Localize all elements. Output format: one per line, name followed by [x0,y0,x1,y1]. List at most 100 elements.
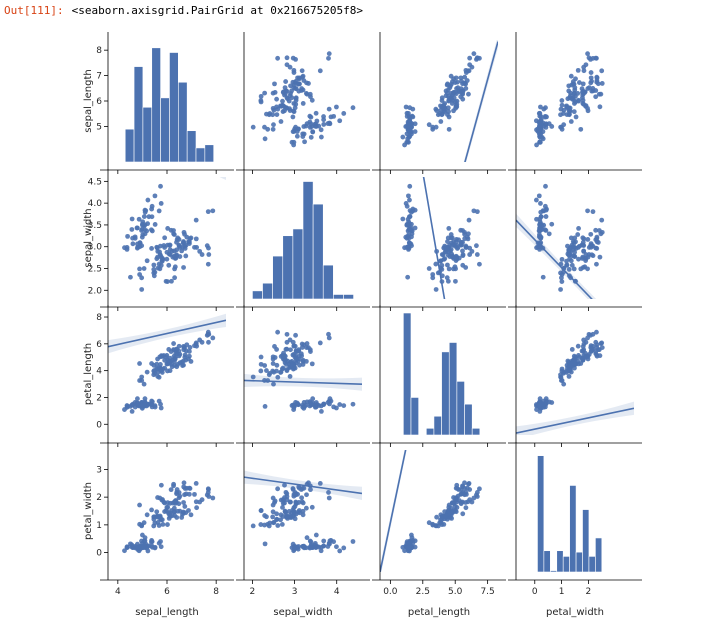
panel-petal_width-vs-petal_length: 0.0 2.5 5.0 7.5 [372,442,506,597]
scatter-point [412,544,418,550]
scatter-point [158,201,164,206]
scatter-point [151,368,157,374]
scatter-point [445,278,451,284]
scatter-point [140,545,146,551]
scatter-point [453,239,459,245]
y-tick-label: 3.5 [88,221,102,231]
scatter-point [135,225,140,231]
hist-bar [448,342,458,436]
scatter-point [458,88,464,94]
x-tick-label: 1 [559,587,565,597]
scatter-point [154,509,160,515]
scatter-point [594,261,599,267]
scatter-point [586,245,592,250]
scatter-point [586,55,592,61]
scatter-point [313,544,319,550]
scatter-point [160,256,165,261]
scatter-point [434,514,440,520]
scatter-point [258,508,264,513]
scatter-point [258,368,264,374]
scatter-point [477,486,482,492]
hist-bar [550,570,558,573]
scatter-point [590,253,596,259]
scatter-point [442,256,448,262]
scatter-point [288,347,293,353]
scatter-point [283,489,289,495]
scatter-point [139,374,145,380]
scatter-point [299,68,305,74]
scatter-point [180,509,186,515]
scatter-point [440,252,446,258]
hist-bar [312,203,324,300]
scatter-point [193,480,199,486]
y-tick-label: 4.0 [88,199,103,209]
scatter-point [321,543,327,549]
scatter-point [458,75,464,81]
scatter-point [585,335,590,341]
scatter-point [538,214,544,220]
y-tick-label: 8 [96,313,102,323]
regression-line [380,450,407,572]
scatter-point [350,401,356,407]
scatter-point [180,363,185,368]
scatter-point [400,134,406,140]
scatter-point [137,361,142,366]
scatter-point [282,357,287,363]
scatter-point [409,221,414,227]
scatter-point [287,374,293,379]
scatter-point [130,544,135,549]
scatter-point [274,517,279,523]
scatter-point [293,357,299,363]
scatter-point [309,97,315,103]
scatter-point [134,402,140,408]
x-tick-label: 5.0 [448,587,463,597]
hist-bar [252,290,263,300]
scatter-point [310,396,316,402]
scatter-point [426,266,432,271]
scatter-point [140,221,145,227]
scatter-point [301,342,307,348]
scatter-point [296,75,302,81]
scatter-point [567,367,573,373]
scatter-point [303,402,309,408]
scatter-point [172,264,178,270]
scatter-point [439,273,445,279]
scatter-point [534,216,539,222]
scatter-point [291,139,297,145]
scatter-point [403,104,409,110]
scatter-point [290,114,296,120]
scatter-point [274,347,279,352]
scatter-point [458,487,464,493]
hist-bar [195,147,206,163]
scatter-point [151,523,157,529]
scatter-point [567,252,573,258]
scatter-point [148,539,154,545]
x-axis-label-sepal_width: sepal_width [273,607,332,618]
scatter-point [262,513,268,518]
x-tick-label: 7.5 [480,587,494,597]
scatter-point [558,106,564,112]
scatter-point [435,523,441,529]
scatter-point [341,403,347,409]
scatter-point [149,246,154,251]
scatter-point [160,522,166,527]
scatter-point [571,109,577,115]
scatter-point [158,544,164,550]
scatter-point [130,241,136,247]
scatter-point [292,516,298,522]
hist-bar [433,415,442,436]
scatter-point [163,508,169,513]
scatter-point [308,134,314,140]
scatter-point [272,81,277,87]
scatter-point [166,511,172,517]
scatter-point [129,216,135,222]
scatter-point [534,127,539,133]
hist-bar [403,312,412,436]
y-tick-label: 0 [96,420,102,430]
scatter-point [565,358,571,364]
scatter-point [594,329,599,335]
scatter-point [463,505,469,511]
scatter-point [296,88,302,94]
scatter-point [274,96,279,102]
scatter-point [139,287,145,292]
